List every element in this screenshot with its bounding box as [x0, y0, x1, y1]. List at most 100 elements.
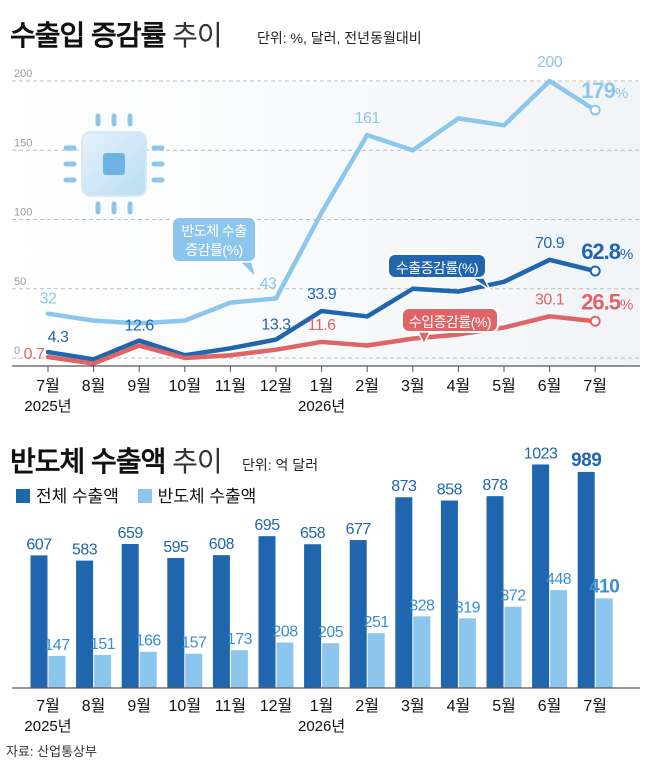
- x-tick-label: 8월: [82, 377, 106, 395]
- bar-total-label: 695: [254, 517, 280, 534]
- x-tick-label-2: 7월: [583, 697, 607, 715]
- x-tick-label: 6월: [538, 377, 562, 395]
- bar-semi: [48, 655, 66, 688]
- bar-total-label: 858: [437, 482, 463, 499]
- x-tick-label-2: 6월: [538, 697, 562, 715]
- bar-semi: [322, 643, 340, 688]
- legend-swatch-total: [16, 489, 30, 503]
- bar-semi-label: 147: [44, 637, 70, 654]
- data-label-final-export: 62.8%: [581, 239, 633, 264]
- bar-semi-label: 328: [409, 597, 435, 614]
- chart1-title-bold: 수출입 증감률: [10, 20, 166, 51]
- data-label: 33.9: [307, 286, 337, 303]
- bar-total-label: 658: [300, 525, 326, 542]
- x-tick-label: 7월: [36, 377, 60, 395]
- data-label-final-semi: 179%: [581, 78, 628, 103]
- chart1-unit: 단위: %, 달러, 전년동월대비: [257, 30, 422, 46]
- x-tick-label: 4월: [447, 377, 471, 395]
- x-tick-label-2: 5월: [492, 697, 516, 715]
- year-label-2: 2026년: [298, 718, 345, 735]
- y-tick-label: 0: [14, 345, 20, 357]
- data-label: 161: [355, 110, 381, 127]
- bar-total: [440, 500, 458, 688]
- data-label: 12.6: [125, 318, 155, 335]
- data-label: 200: [537, 54, 563, 71]
- x-tick-label-2: 2월: [355, 697, 379, 715]
- x-tick-label-2: 10월: [169, 697, 202, 715]
- data-label: 30.1: [535, 291, 565, 308]
- bar-total: [121, 544, 139, 688]
- bar-semi-label: 205: [318, 624, 344, 641]
- data-label-final-import: 26.5%: [581, 289, 633, 314]
- chart2-title: 반도체 수출액 추이: [10, 440, 223, 480]
- bar-total: [258, 536, 276, 688]
- data-label: 32: [40, 291, 57, 308]
- bar-semi: [185, 653, 203, 688]
- legend-label-total: 전체 수출액: [36, 487, 119, 506]
- data-label: 0.7: [24, 346, 45, 363]
- source-note: 자료: 산업통상부: [6, 744, 97, 759]
- x-tick-label: 5월: [492, 377, 516, 395]
- data-label: 43: [260, 275, 277, 292]
- x-tick-label: 11월: [215, 377, 246, 395]
- bar-total: [577, 471, 595, 688]
- bar-total: [532, 464, 550, 688]
- bar-semi: [230, 650, 248, 688]
- bar-semi-label: 372: [500, 588, 526, 605]
- x-tick-label-2: 7월: [36, 697, 60, 715]
- bar-semi: [504, 606, 522, 688]
- x-tick-label-2: 1월: [310, 697, 334, 715]
- bar-semi: [458, 618, 476, 688]
- bar-semi-label: 151: [90, 636, 116, 653]
- bar-semi-label: 157: [181, 635, 207, 652]
- bar-semi: [595, 598, 613, 688]
- bar-total: [349, 540, 367, 688]
- chip-icon: [63, 113, 165, 215]
- x-tick-label-2: 3월: [401, 697, 425, 715]
- chart2-title-bold: 반도체 수출액: [10, 446, 166, 477]
- bar-total-label: 1023: [524, 445, 558, 462]
- y-tick-label: 50: [14, 276, 26, 288]
- callout-semi-text: 증감률(%): [185, 242, 242, 258]
- callout-export: 수출증감률(%): [387, 253, 492, 293]
- bar-total-label: 595: [163, 539, 189, 556]
- chart2-legend: 전체 수출액 반도체 수출액: [16, 482, 256, 507]
- bar-total: [486, 496, 504, 688]
- chart2-title-light: 추이: [172, 446, 223, 477]
- callout-export-text: 수출증감률(%): [396, 260, 478, 276]
- bar-semi-label: 166: [136, 633, 162, 650]
- bar-total: [212, 555, 230, 688]
- callout-semi: 반도체 수출증감률(%): [171, 216, 258, 281]
- end-point-export: [589, 265, 601, 277]
- data-label: 4.3: [48, 329, 69, 346]
- legend-swatch-semi: [137, 489, 152, 503]
- data-label: 70.9: [535, 235, 565, 252]
- growth-line-chart: 0 50 100 150 200 반도체 수출증감률(%) 수출증감률(%) 수입증감률(%…: [12, 54, 640, 415]
- bar-semi-label: 319: [455, 599, 481, 616]
- x-tick-label-2: 11월: [215, 697, 246, 715]
- bar-total: [30, 555, 48, 688]
- legend-label-semi: 반도체 수출액: [157, 487, 257, 506]
- bar-total-label: 873: [391, 478, 417, 495]
- bar-semi: [139, 651, 157, 688]
- bar-total-label: 659: [118, 525, 144, 542]
- year-label-2: 2025년: [24, 718, 71, 735]
- callout-import-text: 수입증감률(%): [409, 314, 491, 330]
- x-tick-label-2: 12월: [260, 697, 293, 715]
- bar-semi-label: 173: [227, 631, 253, 648]
- series-line-import: [45, 314, 598, 366]
- bar-semi-label: 208: [272, 624, 298, 641]
- bar-total-label: 878: [482, 477, 508, 494]
- bar-semi: [413, 616, 431, 688]
- x-tick-label: 3월: [401, 377, 425, 395]
- x-tick-label: 9월: [127, 377, 151, 395]
- series-line-semi: [45, 78, 598, 326]
- end-point-semi: [589, 104, 601, 116]
- x-tick-label-2: 4월: [447, 697, 471, 715]
- bar-semi-label: 410: [589, 576, 619, 597]
- bar-total-label: 607: [26, 536, 52, 553]
- y-tick-label: 150: [14, 137, 32, 149]
- callout-import: 수입증감률(%): [401, 307, 499, 346]
- bar-semi-label: 448: [546, 571, 572, 588]
- bar-semi: [94, 655, 112, 688]
